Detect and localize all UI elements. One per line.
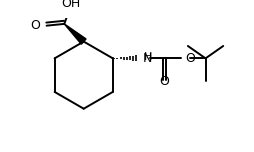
Text: N: N (143, 52, 152, 65)
Text: OH: OH (62, 0, 81, 10)
Text: O: O (30, 19, 40, 32)
Text: O: O (159, 74, 169, 88)
Polygon shape (64, 24, 86, 44)
Text: H: H (144, 52, 152, 62)
Text: O: O (185, 52, 195, 65)
